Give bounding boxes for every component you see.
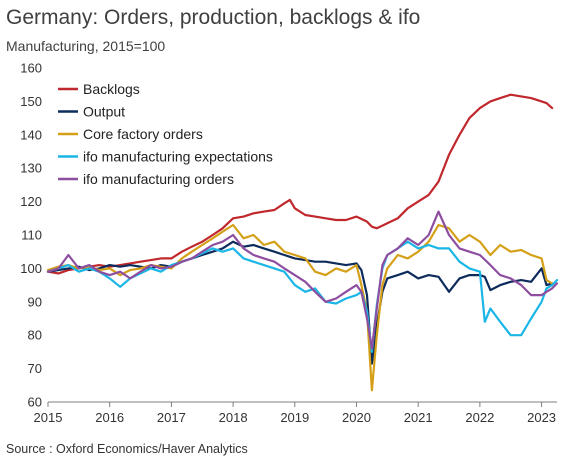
x-tick-label: 2022 bbox=[465, 410, 494, 425]
y-tick-label: 80 bbox=[28, 328, 42, 343]
series-line-backlogs bbox=[46, 93, 554, 275]
series-line-core-factory-orders bbox=[46, 223, 554, 392]
x-tick-label: 2023 bbox=[527, 410, 556, 425]
legend-label: ifo manufacturing orders bbox=[83, 171, 234, 187]
chart-subtitle: Manufacturing, 2015=100 bbox=[6, 38, 166, 54]
series-line-ifo-manufacturing-expectations bbox=[46, 240, 559, 353]
y-tick-label: 160 bbox=[20, 61, 42, 76]
series-line-ifo-manufacturing-orders bbox=[46, 210, 559, 350]
legend-label: ifo manufacturing expectations bbox=[83, 149, 273, 165]
chart-source: Source : Oxford Economics/Haver Analytic… bbox=[6, 442, 248, 456]
x-tick-label: 2020 bbox=[342, 410, 371, 425]
y-tick-label: 110 bbox=[21, 228, 42, 243]
x-tick-label: 2021 bbox=[404, 410, 433, 425]
legend: Backlogs Output Core factory orders ifo man… bbox=[58, 81, 273, 187]
y-tick-label: 60 bbox=[28, 395, 42, 410]
y-tick-label: 130 bbox=[20, 161, 42, 176]
series-layer bbox=[46, 93, 559, 392]
legend-label: Core factory orders bbox=[83, 126, 203, 142]
y-tick-label: 100 bbox=[20, 261, 42, 276]
x-tick-label: 2018 bbox=[219, 410, 248, 425]
axes: 60 70 80 90 100 110 120 130 140 150 160 2015 2016 201… bbox=[20, 61, 557, 425]
legend-label: Backlogs bbox=[83, 81, 140, 97]
x-tick-label: 2015 bbox=[34, 410, 63, 425]
x-tick-label: 2019 bbox=[280, 410, 309, 425]
chart-title: Germany: Orders, production, backlogs & … bbox=[6, 6, 421, 29]
y-tick-label: 150 bbox=[20, 94, 42, 109]
legend-label: Output bbox=[83, 104, 125, 120]
y-tick-label: 90 bbox=[28, 294, 42, 309]
y-tick-label: 120 bbox=[20, 194, 42, 209]
series-line-output bbox=[46, 240, 554, 365]
y-tick-label: 70 bbox=[28, 361, 42, 376]
x-tick-label: 2016 bbox=[95, 410, 124, 425]
y-tick-label: 140 bbox=[20, 127, 42, 142]
x-tick-label: 2017 bbox=[157, 410, 186, 425]
